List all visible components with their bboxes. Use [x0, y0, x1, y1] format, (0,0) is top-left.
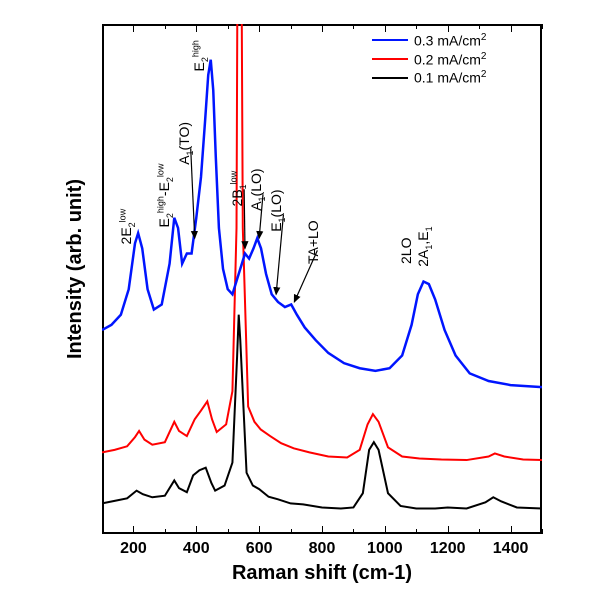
xtick [416, 24, 417, 29]
xtick [133, 526, 134, 534]
xtick [196, 24, 197, 32]
xtick [291, 529, 292, 534]
xtick [479, 24, 480, 29]
peak-label: 2A1,E1 [415, 227, 434, 267]
xtick [385, 24, 386, 32]
xtick [511, 24, 512, 32]
xtick [259, 526, 260, 534]
xtick [511, 526, 512, 534]
peak-label: TA+LO [305, 221, 321, 265]
xtick [291, 24, 292, 29]
peak-label: 2LO [398, 238, 414, 264]
xtick [165, 529, 166, 534]
xtick [353, 529, 354, 534]
xtick-label: 1400 [493, 540, 529, 558]
xtick [353, 24, 354, 29]
xtick [479, 529, 480, 534]
xtick-label: 1000 [367, 540, 403, 558]
xtick [102, 529, 103, 534]
xtick-label: 200 [120, 540, 147, 558]
xtick [102, 24, 103, 29]
xtick [542, 24, 543, 29]
xtick-label: 400 [183, 540, 210, 558]
xtick [259, 24, 260, 32]
xtick [322, 24, 323, 32]
xtick-label: 1200 [430, 540, 466, 558]
peak-label: 2B1low [229, 171, 248, 207]
xtick [542, 529, 543, 534]
xtick [448, 526, 449, 534]
xtick [322, 526, 323, 534]
xtick [228, 529, 229, 534]
xtick-label: 600 [246, 540, 273, 558]
xtick-label: 800 [309, 540, 336, 558]
xtick [228, 24, 229, 29]
peak-label: E2high-E2low [155, 163, 174, 227]
series-line [102, 0, 542, 460]
xtick [385, 526, 386, 534]
xtick [196, 526, 197, 534]
plot-svg [0, 0, 605, 605]
peak-label: E1(LO) [269, 189, 288, 231]
peak-label: A1(TO) [176, 122, 195, 165]
xtick [165, 24, 166, 29]
peak-label: A1(LO) [248, 169, 267, 211]
xtick [133, 24, 134, 32]
series-line [102, 315, 542, 509]
peak-label: E2high [191, 40, 210, 71]
xtick [416, 529, 417, 534]
xtick [448, 24, 449, 32]
peak-label: 2E2low [117, 209, 136, 245]
